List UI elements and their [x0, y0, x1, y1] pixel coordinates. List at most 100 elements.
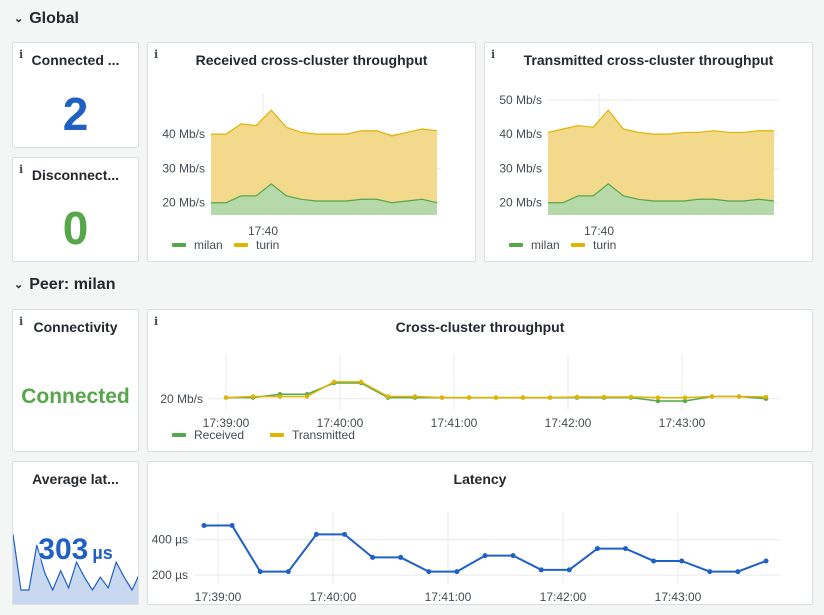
data-point — [250, 394, 256, 399]
data-point — [285, 569, 291, 575]
data-point — [651, 558, 657, 564]
data-point — [510, 553, 516, 559]
series-line — [204, 524, 767, 573]
line-milan — [548, 183, 775, 204]
y-tick-label: 40 Mb/s — [499, 127, 542, 141]
latency-sparkline — [13, 534, 138, 604]
data-point — [538, 567, 544, 573]
y-tick-label: 400 µs — [152, 533, 188, 547]
data-point — [229, 523, 235, 529]
sparkline-line — [13, 534, 138, 592]
legend-label: milan — [531, 238, 560, 252]
data-point — [412, 394, 418, 399]
x-tick-label: 17:42:00 — [540, 590, 587, 604]
legend-label: turin — [593, 238, 616, 252]
data-point — [257, 569, 263, 575]
data-point — [682, 395, 688, 400]
data-point — [370, 554, 376, 560]
data-point — [313, 531, 319, 537]
panel-average-latency[interactable]: Average lat... 303 µs — [12, 461, 139, 605]
data-point — [709, 394, 715, 399]
area-turin — [211, 110, 437, 203]
y-tick-label: 50 Mb/s — [499, 93, 542, 107]
legend-label: Received — [194, 428, 244, 442]
area-milan — [548, 183, 774, 215]
panel-title: Connectivity — [33, 319, 118, 335]
received-throughput-chart[interactable]: 20 Mb/s 30 Mb/s 40 Mb/s 17:40 milan turin — [148, 43, 476, 262]
data-point — [574, 394, 580, 400]
stat-unit: µs — [92, 543, 113, 563]
data-point — [454, 569, 460, 575]
row-peer-title: Peer: milan — [29, 276, 116, 293]
chevron-down-icon: ⌄ — [14, 12, 24, 25]
row-global-title: Global — [29, 10, 79, 27]
stat-value: 0 — [62, 202, 89, 254]
data-point — [623, 546, 628, 552]
panel-connected[interactable]: i Connected ... 2 — [12, 42, 139, 148]
legend-swatch — [172, 243, 186, 247]
data-point — [763, 394, 769, 400]
info-icon[interactable]: i — [19, 315, 24, 328]
data-point — [520, 395, 526, 400]
y-tick-label: 20 Mb/s — [160, 392, 203, 406]
latency-chart[interactable]: 200 µs 400 µs 17:39:00 17:40:00 17:41:00 17:4… — [148, 462, 813, 605]
legend-label: milan — [194, 238, 223, 252]
info-icon[interactable]: i — [154, 48, 159, 61]
stat-value: Connected — [21, 385, 130, 408]
x-tick-label: 17:40:00 — [317, 416, 364, 430]
data-point — [707, 569, 713, 575]
data-point — [736, 394, 742, 399]
y-tick-label: 20 Mb/s — [162, 196, 205, 210]
data-point — [682, 398, 688, 404]
data-point — [594, 546, 600, 552]
panel-connectivity[interactable]: i Connectivity Connected — [12, 309, 139, 452]
legend-label: turin — [256, 238, 279, 252]
data-point — [398, 554, 404, 560]
y-tick-label: 200 µs — [152, 568, 188, 582]
area-turin — [548, 110, 774, 203]
row-peer-milan[interactable]: ⌄ Peer: milan — [14, 276, 115, 294]
data-point — [679, 558, 685, 564]
legend-swatch — [509, 243, 523, 247]
legend-swatch — [270, 433, 284, 437]
x-tick-label: 17:42:00 — [545, 416, 592, 430]
cross-throughput-chart[interactable]: 20 Mb/s17:39:00 17:40:00 17:41:00 17:42:00 1… — [148, 310, 813, 452]
x-tick-label: 17:41:00 — [431, 416, 478, 430]
panel-received-throughput[interactable]: i Received cross-cluster throughput 20 M… — [147, 42, 476, 262]
info-icon[interactable]: i — [19, 48, 24, 61]
y-tick-label: 20 Mb/s — [499, 196, 542, 210]
data-point — [763, 558, 769, 564]
x-tick-label: 17:39:00 — [203, 416, 250, 430]
data-point — [493, 395, 499, 400]
x-tick-label: 17:40 — [584, 224, 614, 238]
transmitted-throughput-chart[interactable]: 20 Mb/s 30 Mb/s 40 Mb/s 50 Mb/s 17:40 milan tu… — [485, 43, 813, 262]
x-tick-label: 17:40 — [248, 224, 278, 238]
panel-latency[interactable]: Latency 200 µs 400 µs 17:39:00 17:40:00 17:4… — [147, 461, 813, 605]
legend-label: Transmitted — [292, 428, 355, 442]
data-point — [201, 523, 207, 529]
x-tick-label: 17:39:00 — [195, 590, 242, 604]
data-point — [566, 567, 572, 573]
data-point — [304, 394, 310, 399]
y-tick-label: 30 Mb/s — [499, 161, 542, 175]
data-point — [223, 395, 229, 400]
line-milan — [211, 183, 438, 204]
panel-transmitted-throughput[interactable]: i Transmitted cross-cluster throughput 2… — [484, 42, 813, 262]
panel-disconnected[interactable]: i Disconnect... 0 — [12, 157, 139, 262]
data-point — [466, 395, 472, 400]
panel-title: Average lat... — [32, 471, 119, 487]
info-icon[interactable]: i — [154, 315, 159, 328]
data-point — [342, 531, 347, 537]
line-turin — [211, 109, 438, 137]
stat-number: 303 — [38, 533, 89, 566]
info-icon[interactable]: i — [19, 163, 24, 176]
panel-cross-throughput[interactable]: i Cross-cluster throughput 20 Mb/s 17:39:… — [147, 309, 813, 452]
data-point — [439, 395, 445, 400]
x-tick-label: 17:40:00 — [310, 590, 357, 604]
data-point — [601, 394, 607, 400]
data-point — [547, 395, 553, 400]
info-icon[interactable]: i — [491, 48, 496, 61]
y-tick-label: 30 Mb/s — [162, 161, 205, 175]
row-global[interactable]: ⌄ Global — [14, 10, 79, 28]
data-point — [277, 394, 283, 399]
